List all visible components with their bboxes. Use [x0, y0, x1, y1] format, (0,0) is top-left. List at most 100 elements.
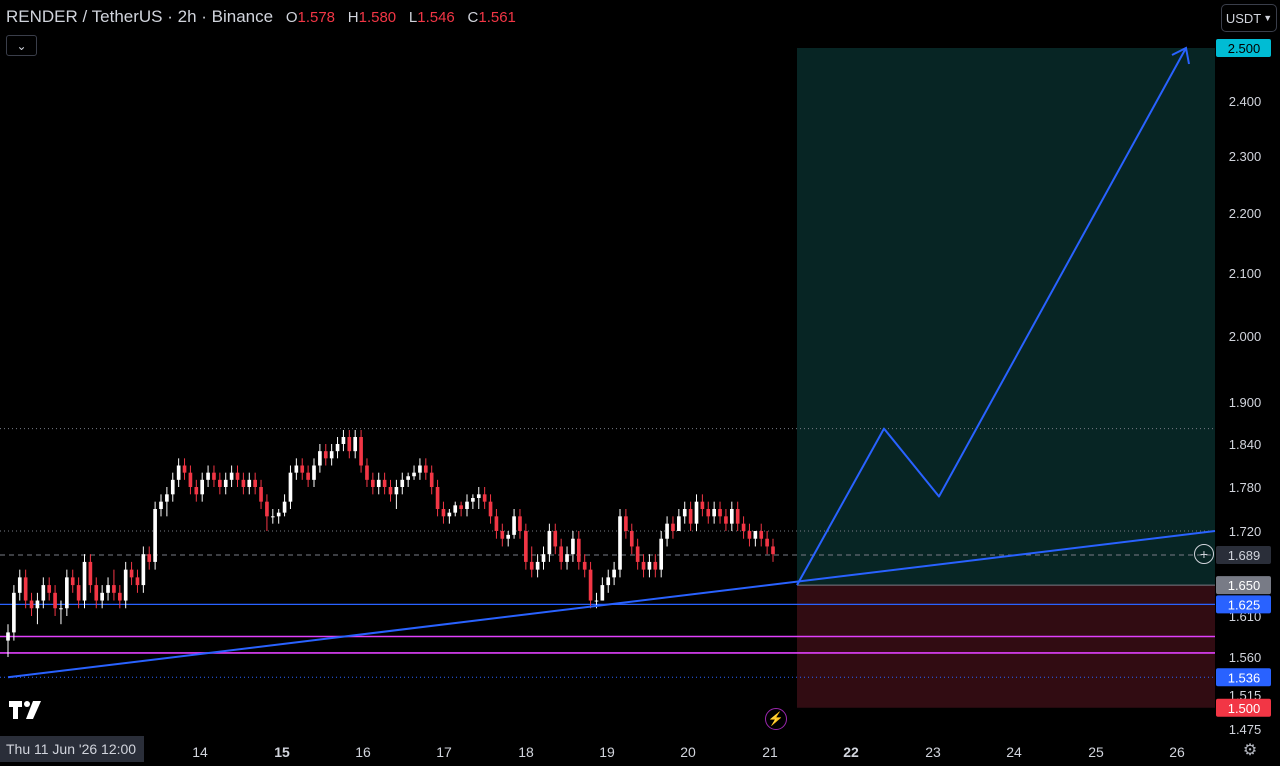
candle — [41, 577, 46, 609]
candle — [694, 494, 699, 531]
candle-body — [594, 600, 599, 602]
candle — [706, 501, 711, 524]
candle — [712, 501, 716, 524]
candle-body — [100, 592, 104, 601]
candle-body — [376, 479, 381, 487]
price-badge[interactable]: 1.689 — [1216, 545, 1271, 564]
tradingview-logo-icon — [9, 701, 41, 719]
legend-collapse-button[interactable]: ⌄ — [6, 35, 37, 56]
candle-body — [312, 465, 316, 480]
price-badge-label: 1.650 — [1228, 578, 1261, 593]
candle-body — [677, 516, 681, 531]
price-tick-label: 1.475 — [1229, 722, 1262, 737]
candle-body — [665, 523, 669, 539]
candle-body — [94, 585, 99, 601]
candle-body — [706, 509, 711, 517]
candle — [123, 561, 128, 609]
candle — [435, 479, 440, 517]
candle-body — [265, 501, 269, 517]
candle-body — [306, 472, 310, 480]
candle — [82, 554, 87, 609]
candle-body — [482, 494, 487, 502]
ohlc-high-key: H — [347, 9, 359, 26]
tradingview-logo[interactable] — [9, 701, 43, 719]
candle — [335, 437, 340, 459]
time-tick-label: 25 — [1088, 744, 1104, 760]
candle — [647, 554, 652, 578]
candle-body — [206, 472, 210, 480]
candle — [659, 531, 664, 578]
long-position-stop-zone[interactable] — [797, 585, 1215, 708]
candle-body — [612, 569, 616, 578]
candle — [524, 523, 528, 570]
candle — [59, 600, 63, 625]
candle-body — [771, 546, 775, 555]
ohlc-open-key: O — [285, 9, 298, 26]
candle — [371, 472, 375, 495]
candle — [488, 494, 493, 524]
currency-selector[interactable]: USDT ▼ — [1221, 4, 1277, 32]
candle — [394, 479, 399, 509]
candle — [571, 531, 575, 562]
candle — [153, 501, 157, 570]
candle-body — [529, 561, 534, 570]
candle-body — [688, 509, 693, 524]
price-tick-label: 1.780 — [1229, 480, 1262, 495]
candle-body — [735, 509, 740, 524]
price-badge[interactable]: 1.650 — [1216, 576, 1271, 595]
candle — [235, 465, 240, 487]
candle-body — [494, 516, 499, 531]
candle — [729, 501, 734, 531]
candle-body — [200, 479, 205, 495]
candle-body — [129, 569, 134, 578]
candle-body — [65, 577, 69, 609]
candle — [323, 444, 328, 466]
candle — [388, 479, 393, 502]
projection-path[interactable] — [796, 47, 1187, 586]
candle — [23, 569, 28, 609]
gear-icon[interactable]: ⚙ — [1242, 742, 1258, 759]
candle-body — [600, 585, 605, 601]
price-tick-label: 1.900 — [1229, 395, 1262, 410]
lightning-icon[interactable]: ⚡ — [765, 708, 787, 730]
long-position-target-zone[interactable] — [797, 48, 1215, 586]
ohlc-low-value: 1.546 — [417, 9, 455, 26]
candle — [653, 554, 658, 578]
candle-body — [518, 516, 522, 531]
candle-body — [582, 561, 587, 570]
candle — [465, 494, 469, 517]
price-badge[interactable]: 1.500 — [1216, 698, 1271, 717]
support-trendline[interactable] — [7, 530, 1216, 679]
price-tick-label: 2.200 — [1229, 206, 1262, 221]
candle-body — [241, 479, 246, 487]
candle-body — [235, 472, 240, 480]
candle — [341, 430, 346, 452]
price-badge[interactable]: 1.536 — [1216, 668, 1271, 687]
candle-body — [394, 487, 399, 495]
candle — [682, 501, 687, 524]
candle — [529, 546, 534, 578]
price-tick-label: 2.100 — [1229, 266, 1262, 281]
candle — [276, 509, 281, 524]
symbol-title[interactable]: RENDER / TetherUS · 2h · Binance — [6, 7, 274, 26]
candle — [406, 472, 410, 487]
candle — [765, 531, 769, 555]
candle — [635, 538, 640, 570]
add-alert-plus-icon[interactable]: + — [1194, 544, 1214, 564]
candle-body — [553, 531, 558, 547]
candle-body — [382, 479, 387, 487]
candle-body — [70, 577, 75, 586]
candle-body — [718, 509, 722, 517]
price-badge[interactable]: 2.500 — [1216, 39, 1271, 57]
candle — [482, 487, 487, 509]
candle — [6, 624, 10, 657]
candle-body — [6, 632, 10, 641]
price-badge[interactable]: 1.625 — [1216, 595, 1271, 614]
candle-body — [176, 465, 181, 480]
candle-body — [153, 509, 157, 562]
candle — [641, 554, 646, 578]
ohlc-close-key: C — [467, 9, 479, 26]
candle-body — [700, 501, 705, 509]
